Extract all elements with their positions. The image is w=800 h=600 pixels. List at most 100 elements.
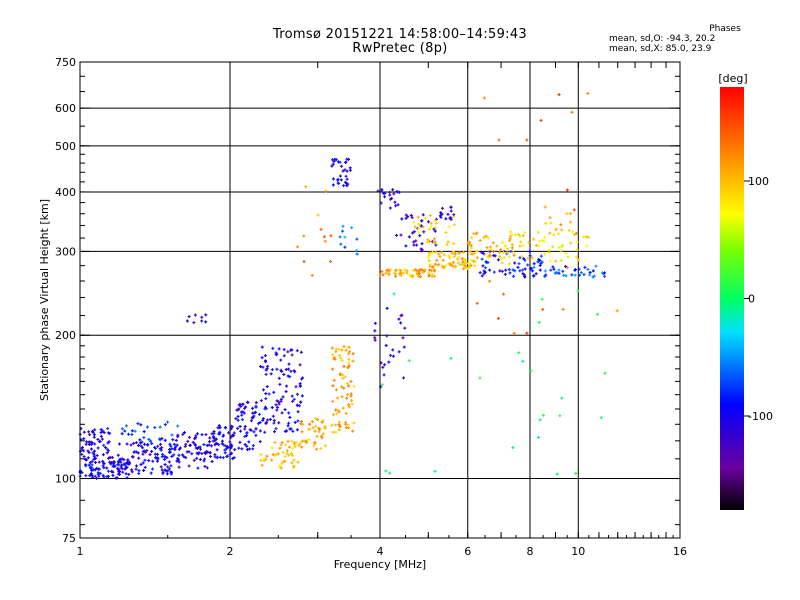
data-point (345, 169, 349, 173)
data-point (120, 467, 124, 471)
data-point (434, 226, 438, 230)
data-point (136, 444, 140, 448)
data-point (82, 430, 86, 434)
data-point (279, 368, 283, 372)
data-point (431, 264, 435, 268)
data-point (340, 348, 344, 352)
data-point (129, 443, 133, 447)
data-point (557, 93, 561, 97)
y-axis-label: Stationary phase Virtual Height [km] (38, 199, 51, 401)
data-point (384, 469, 388, 473)
data-point (532, 274, 536, 278)
data-point (80, 471, 84, 475)
data-point (153, 426, 157, 430)
data-point (267, 392, 271, 396)
data-point (288, 415, 292, 419)
data-point (156, 444, 160, 448)
data-point (259, 453, 263, 457)
data-point (394, 204, 398, 208)
data-point (286, 439, 290, 443)
data-point (340, 385, 344, 389)
data-point (121, 470, 125, 474)
data-point (460, 262, 464, 266)
data-point (87, 463, 91, 467)
data-point (133, 429, 137, 433)
data-point (105, 466, 109, 470)
data-point (112, 460, 116, 464)
data-point (511, 446, 515, 450)
data-point (115, 467, 119, 471)
data-point (84, 442, 88, 446)
data-point (345, 396, 349, 400)
data-point (412, 268, 416, 272)
data-point (274, 453, 278, 457)
data-point (603, 271, 607, 275)
data-point (401, 336, 405, 340)
data-point (315, 434, 319, 438)
data-point (334, 350, 338, 354)
data-point (500, 261, 504, 265)
data-point (557, 232, 561, 236)
data-point (334, 158, 338, 162)
data-point (321, 419, 325, 423)
data-point (497, 250, 501, 254)
data-point (561, 269, 565, 273)
data-point (224, 447, 228, 451)
data-point (551, 245, 555, 249)
data-point (338, 235, 342, 239)
data-point (418, 272, 422, 276)
data-point (139, 463, 143, 467)
data-point (437, 252, 441, 256)
data-point (230, 451, 234, 455)
data-point (288, 375, 292, 379)
data-point (220, 442, 224, 446)
data-point (142, 468, 146, 472)
colorbar-ticks: 100 0 -100 (744, 175, 773, 423)
data-point (101, 459, 105, 463)
data-point (569, 241, 573, 245)
data-point (504, 244, 508, 248)
data-point (495, 244, 499, 248)
data-point (385, 268, 389, 272)
data-point (87, 430, 91, 434)
data-point (291, 453, 295, 457)
data-point (560, 228, 564, 232)
data-point (254, 427, 258, 431)
data-point (105, 451, 109, 455)
data-point (289, 369, 293, 373)
data-point (89, 465, 93, 469)
data-point (420, 249, 424, 253)
data-point (565, 188, 569, 192)
data-point (119, 465, 123, 469)
data-point (351, 429, 355, 433)
data-point (89, 447, 93, 451)
data-point (136, 451, 140, 455)
data-point (457, 255, 461, 259)
data-point (417, 231, 421, 235)
data-point (537, 244, 541, 248)
data-point (283, 459, 287, 463)
data-point (488, 250, 492, 254)
data-point (553, 271, 557, 275)
data-point (329, 259, 333, 263)
data-point (451, 260, 455, 264)
data-point (447, 254, 451, 258)
data-point (243, 435, 247, 439)
data-point (502, 292, 506, 296)
data-point (388, 353, 392, 357)
data-point (322, 235, 326, 239)
data-point (182, 455, 186, 459)
data-point (124, 472, 128, 476)
x-tick-label: 16 (673, 545, 687, 558)
data-point (264, 368, 268, 372)
data-point (82, 437, 86, 441)
data-point (289, 452, 293, 456)
data-point (380, 270, 384, 274)
data-point (470, 236, 474, 240)
data-point (574, 471, 578, 475)
data-point (195, 456, 199, 460)
data-point (394, 268, 398, 272)
data-point (399, 233, 403, 237)
data-point (281, 460, 285, 464)
data-point (281, 450, 285, 454)
